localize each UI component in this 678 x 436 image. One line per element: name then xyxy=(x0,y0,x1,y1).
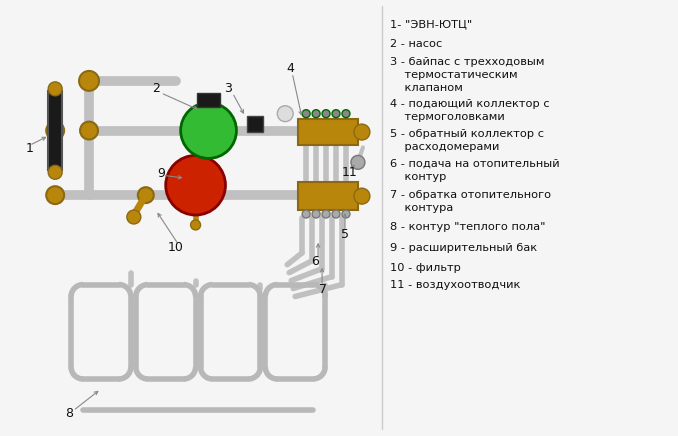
Text: 4: 4 xyxy=(286,62,294,75)
Circle shape xyxy=(354,124,370,140)
Text: 10 - фильтр: 10 - фильтр xyxy=(390,263,460,272)
Text: 4 - подающий коллектор с
    термоголовками: 4 - подающий коллектор с термоголовками xyxy=(390,99,549,122)
Text: 5 - обратный коллектор с
    расходомерами: 5 - обратный коллектор с расходомерами xyxy=(390,129,544,152)
Bar xyxy=(247,116,263,132)
Circle shape xyxy=(332,110,340,118)
Bar xyxy=(197,93,220,107)
Text: 6 - подача на отопительный
    контур: 6 - подача на отопительный контур xyxy=(390,158,559,181)
Text: 1: 1 xyxy=(25,142,33,155)
Text: 9: 9 xyxy=(157,167,165,180)
Circle shape xyxy=(312,210,320,218)
Bar xyxy=(48,91,62,170)
Circle shape xyxy=(127,210,141,224)
Text: 5: 5 xyxy=(341,228,349,242)
Circle shape xyxy=(277,106,293,122)
Circle shape xyxy=(322,210,330,218)
Circle shape xyxy=(312,110,320,118)
Text: 11 - воздухоотводчик: 11 - воздухоотводчик xyxy=(390,279,520,290)
Text: 3 - байпас с трехходовым
    термостатическим
    клапаном: 3 - байпас с трехходовым термостатически… xyxy=(390,57,544,93)
Text: 9 - расширительный бак: 9 - расширительный бак xyxy=(390,243,537,253)
Circle shape xyxy=(48,82,62,96)
Text: 11: 11 xyxy=(342,166,358,179)
Text: 2: 2 xyxy=(152,82,160,95)
Text: 8 - контур "теплого пола": 8 - контур "теплого пола" xyxy=(390,222,545,232)
Circle shape xyxy=(351,155,365,169)
Circle shape xyxy=(191,220,201,230)
Text: 7: 7 xyxy=(319,283,327,296)
Circle shape xyxy=(332,210,340,218)
Circle shape xyxy=(79,71,99,91)
Circle shape xyxy=(46,122,64,140)
Circle shape xyxy=(48,165,62,179)
Text: 3: 3 xyxy=(224,82,233,95)
Circle shape xyxy=(80,122,98,140)
Text: 2 - насос: 2 - насос xyxy=(390,39,442,49)
Bar xyxy=(298,182,358,210)
Circle shape xyxy=(46,186,64,204)
Text: 6: 6 xyxy=(311,255,319,268)
Circle shape xyxy=(354,188,370,204)
Circle shape xyxy=(302,110,310,118)
Circle shape xyxy=(342,210,350,218)
Text: 1- "ЭВН-ЮТЦ": 1- "ЭВН-ЮТЦ" xyxy=(390,19,472,29)
Circle shape xyxy=(342,110,350,118)
Circle shape xyxy=(322,110,330,118)
Circle shape xyxy=(180,103,237,158)
Bar xyxy=(298,119,358,146)
Text: 8: 8 xyxy=(65,407,73,420)
Circle shape xyxy=(165,155,226,215)
Circle shape xyxy=(138,187,154,203)
Text: 7 - обратка отопительного
    контура: 7 - обратка отопительного контура xyxy=(390,190,551,213)
Text: 10: 10 xyxy=(167,241,184,254)
Circle shape xyxy=(302,210,310,218)
